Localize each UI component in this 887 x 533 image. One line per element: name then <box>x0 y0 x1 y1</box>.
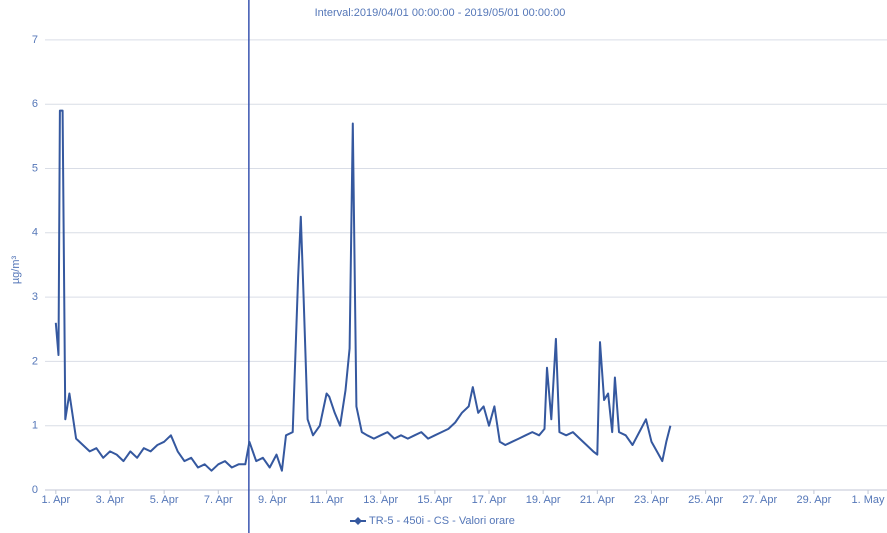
x-tick-label: 17. Apr <box>472 494 507 506</box>
y-tick-label: 2 <box>32 355 38 367</box>
x-tick-label: 9. Apr <box>258 494 287 506</box>
y-tick-label: 5 <box>32 162 38 174</box>
y-tick-label: 4 <box>32 227 38 239</box>
x-tick-label: 1. Apr <box>41 494 70 506</box>
x-tick-label: 25. Apr <box>688 494 723 506</box>
y-tick-label: 3 <box>32 291 38 303</box>
x-tick-label: 5. Apr <box>150 494 179 506</box>
legend-label: TR-5 - 450i - CS - Valori orare <box>369 515 515 527</box>
x-tick-label: 21. Apr <box>580 494 615 506</box>
x-tick-label: 29. Apr <box>796 494 831 506</box>
x-tick-label: 3. Apr <box>96 494 125 506</box>
x-tick-label: 11. Apr <box>310 494 344 506</box>
x-tick-label: 1. May <box>852 494 886 506</box>
y-tick-label: 1 <box>32 420 38 432</box>
x-tick-label: 27. Apr <box>742 494 777 506</box>
data-line <box>54 109 672 472</box>
legend-marker <box>354 517 362 525</box>
chart-title: Interval:2019/04/01 00:00:00 - 2019/05/0… <box>315 7 566 19</box>
y-tick-label: 7 <box>32 34 38 46</box>
y-tick-label: 6 <box>32 98 38 110</box>
x-tick-label: 13. Apr <box>363 494 398 506</box>
x-tick-label: 15. Apr <box>417 494 452 506</box>
x-tick-label: 19. Apr <box>526 494 561 506</box>
y-tick-label: 0 <box>32 484 38 496</box>
x-tick-label: 7. Apr <box>204 494 233 506</box>
y-axis-label: µg/m³ <box>10 255 22 284</box>
x-tick-label: 23. Apr <box>634 494 669 506</box>
